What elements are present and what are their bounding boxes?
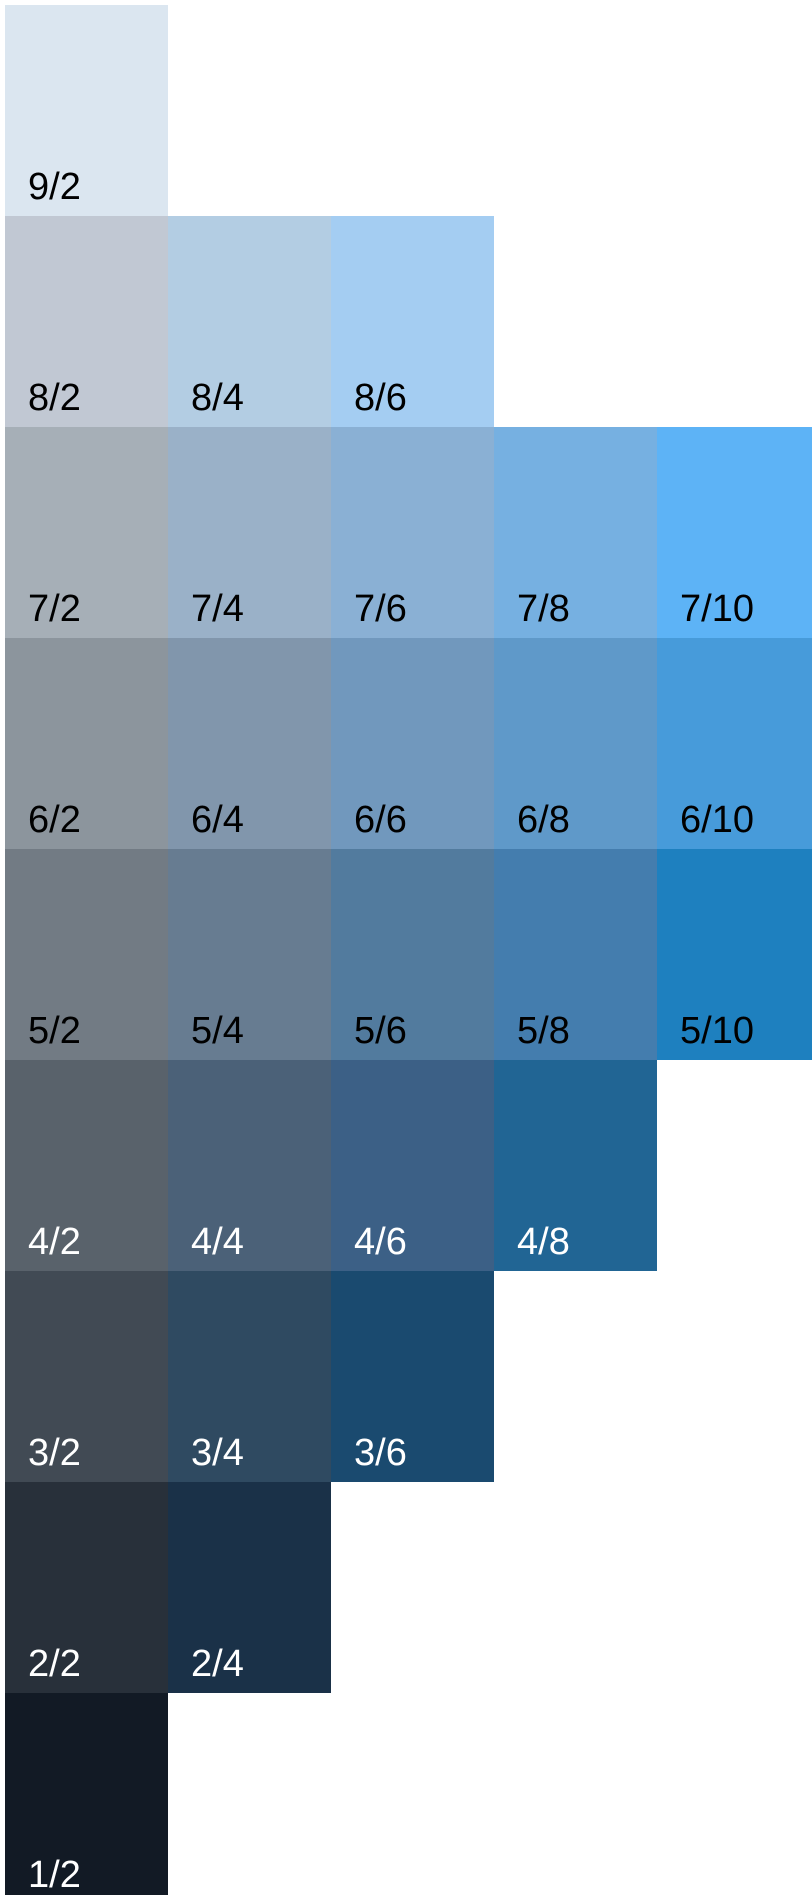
row-value-3: 3/2 3/4 3/6: [5, 1271, 812, 1482]
swatch-1-2: 1/2: [5, 1693, 168, 1895]
row-value-2: 2/2 2/4: [5, 1482, 812, 1693]
swatch-4-8: 4/8: [494, 1060, 657, 1271]
swatch-5-10: 5/10: [657, 849, 812, 1060]
row-value-8: 8/2 8/4 8/6: [5, 216, 812, 427]
swatch-6-6: 6/6: [331, 638, 494, 849]
swatch-label: 4/4: [191, 1221, 244, 1263]
swatch-label: 1/2: [28, 1854, 81, 1896]
row-value-5: 5/2 5/4 5/6 5/8 5/10: [5, 849, 812, 1060]
swatch-label: 6/6: [354, 799, 407, 841]
swatch-4-2: 4/2: [5, 1060, 168, 1271]
swatch-7-4: 7/4: [168, 427, 331, 638]
swatch-label: 4/2: [28, 1221, 81, 1263]
swatch-label: 6/8: [517, 799, 570, 841]
swatch-3-2: 3/2: [5, 1271, 168, 1482]
swatch-7-6: 7/6: [331, 427, 494, 638]
swatch-label: 2/2: [28, 1643, 81, 1685]
swatch-9-2: 9/2: [5, 5, 168, 216]
swatch-label: 5/10: [680, 1010, 754, 1052]
swatch-label: 5/2: [28, 1010, 81, 1052]
swatch-label: 9/2: [28, 166, 81, 208]
swatch-3-4: 3/4: [168, 1271, 331, 1482]
swatch-6-10: 6/10: [657, 638, 812, 849]
swatch-label: 6/10: [680, 799, 754, 841]
swatch-2-4: 2/4: [168, 1482, 331, 1693]
row-value-7: 7/2 7/4 7/6 7/8 7/10: [5, 427, 812, 638]
swatch-label: 5/6: [354, 1010, 407, 1052]
swatch-label: 5/4: [191, 1010, 244, 1052]
color-swatch-chart: 9/2 8/2 8/4 8/6 7/2 7/4 7/6 7/8 7/10: [5, 5, 812, 1895]
swatch-label: 5/8: [517, 1010, 570, 1052]
row-value-1: 1/2: [5, 1693, 812, 1895]
swatch-label: 4/8: [517, 1221, 570, 1263]
row-value-9: 9/2: [5, 5, 812, 216]
row-value-4: 4/2 4/4 4/6 4/8: [5, 1060, 812, 1271]
swatch-7-8: 7/8: [494, 427, 657, 638]
swatch-8-2: 8/2: [5, 216, 168, 427]
swatch-2-2: 2/2: [5, 1482, 168, 1693]
swatch-8-4: 8/4: [168, 216, 331, 427]
swatch-4-4: 4/4: [168, 1060, 331, 1271]
swatch-label: 6/4: [191, 799, 244, 841]
row-value-6: 6/2 6/4 6/6 6/8 6/10: [5, 638, 812, 849]
swatch-label: 7/6: [354, 588, 407, 630]
swatch-label: 3/6: [354, 1432, 407, 1474]
swatch-label: 7/4: [191, 588, 244, 630]
swatch-7-2: 7/2: [5, 427, 168, 638]
swatch-label: 3/2: [28, 1432, 81, 1474]
swatch-label: 8/6: [354, 377, 407, 419]
swatch-5-2: 5/2: [5, 849, 168, 1060]
swatch-label: 8/2: [28, 377, 81, 419]
swatch-label: 7/2: [28, 588, 81, 630]
swatch-7-10: 7/10: [657, 427, 812, 638]
swatch-label: 8/4: [191, 377, 244, 419]
swatch-3-6: 3/6: [331, 1271, 494, 1482]
swatch-5-6: 5/6: [331, 849, 494, 1060]
swatch-6-2: 6/2: [5, 638, 168, 849]
swatch-label: 7/10: [680, 588, 754, 630]
swatch-6-8: 6/8: [494, 638, 657, 849]
swatch-5-8: 5/8: [494, 849, 657, 1060]
swatch-4-6: 4/6: [331, 1060, 494, 1271]
swatch-label: 2/4: [191, 1643, 244, 1685]
swatch-label: 7/8: [517, 588, 570, 630]
swatch-6-4: 6/4: [168, 638, 331, 849]
swatch-8-6: 8/6: [331, 216, 494, 427]
swatch-label: 6/2: [28, 799, 81, 841]
swatch-label: 4/6: [354, 1221, 407, 1263]
swatch-label: 3/4: [191, 1432, 244, 1474]
swatch-5-4: 5/4: [168, 849, 331, 1060]
